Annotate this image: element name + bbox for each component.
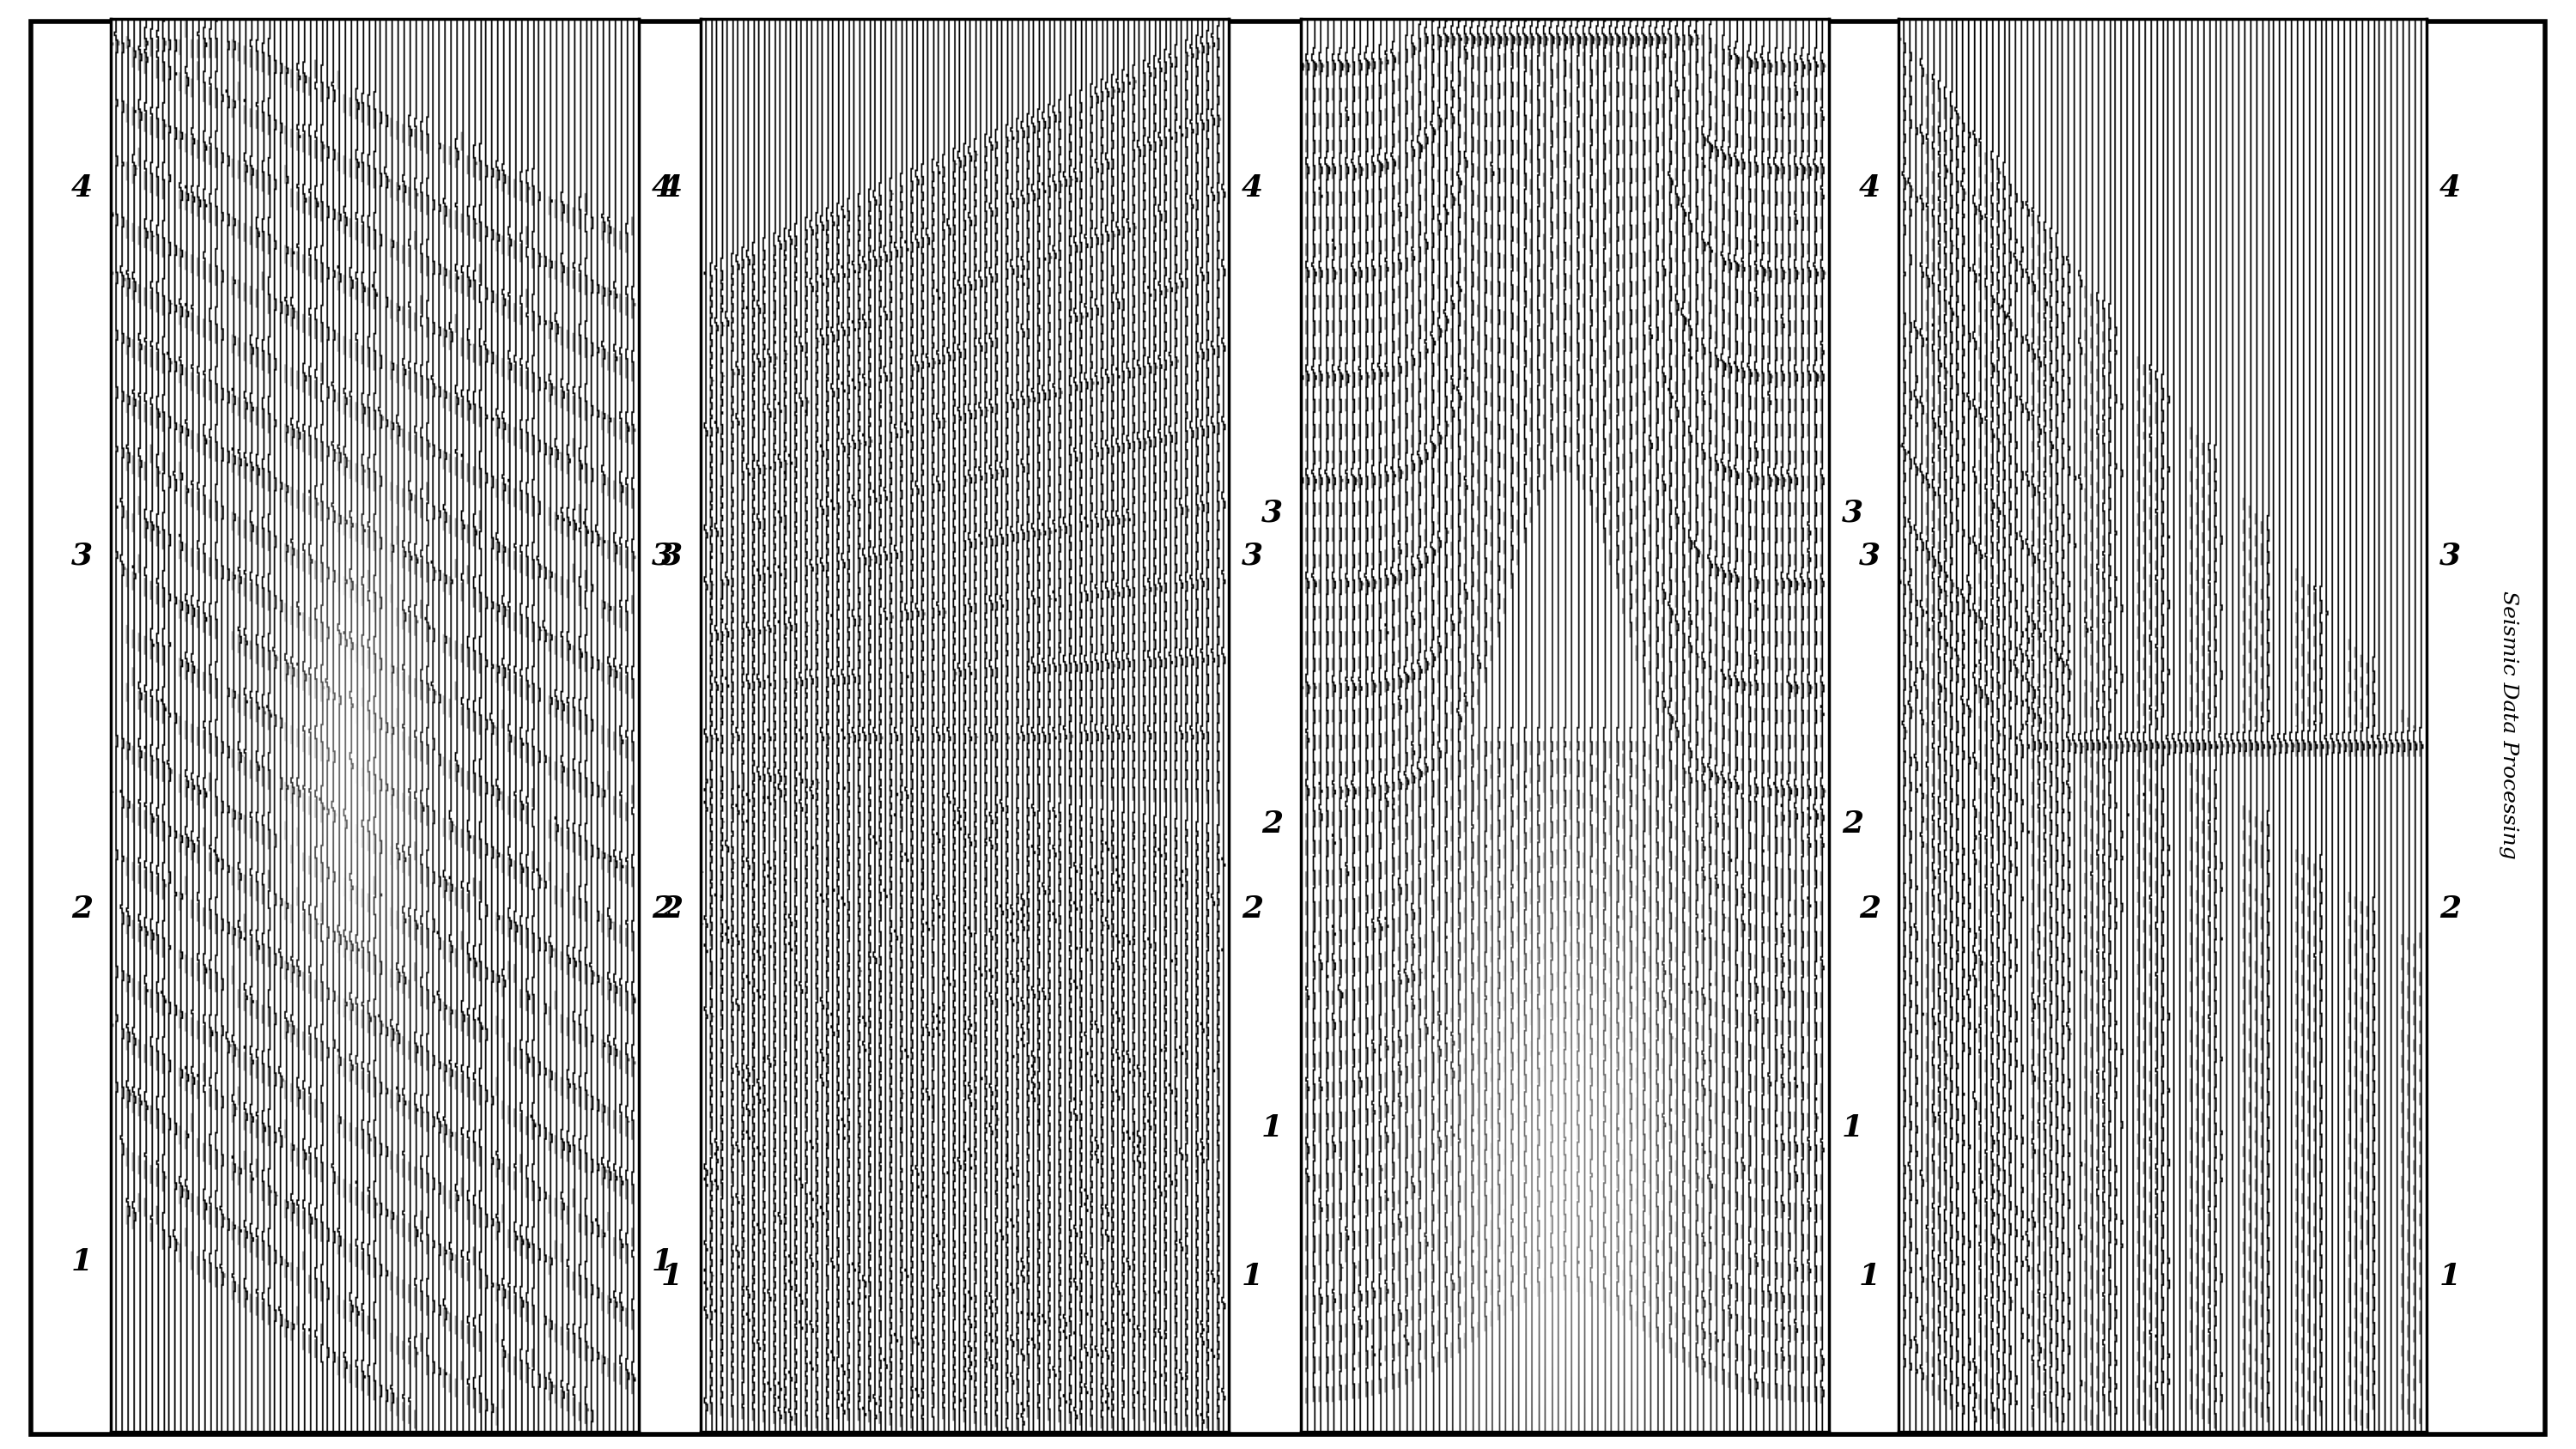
Text: 1: 1 — [1860, 1262, 1880, 1291]
Text: B: B — [1180, 761, 1203, 788]
Text: 3: 3 — [1860, 540, 1880, 571]
Text: F: F — [250, 748, 268, 774]
Text: D2: D2 — [1909, 70, 1950, 96]
Text: 3: 3 — [652, 540, 672, 571]
Text: C: C — [1553, 1382, 1577, 1410]
Text: 2: 2 — [662, 894, 683, 923]
Text: 2: 2 — [652, 894, 672, 923]
Text: C: C — [2269, 888, 2290, 916]
Text: A: A — [1182, 1382, 1203, 1410]
Text: 1: 1 — [1262, 1113, 1283, 1142]
Text: B: B — [585, 775, 608, 803]
Text: 3: 3 — [662, 540, 683, 571]
Text: 1: 1 — [1242, 1262, 1262, 1291]
Text: 3: 3 — [1242, 540, 1262, 571]
Text: 2: 2 — [2439, 894, 2460, 923]
Text: 4: 4 — [652, 174, 672, 203]
Text: 1: 1 — [72, 1248, 93, 1277]
Text: 3: 3 — [2439, 540, 2460, 571]
Text: 2: 2 — [72, 894, 93, 923]
Text: 3: 3 — [1262, 498, 1283, 527]
Text: 4: 4 — [1242, 174, 1262, 203]
Text: 2: 2 — [1860, 894, 1880, 923]
Text: D1: D1 — [2249, 522, 2287, 548]
Text: A: A — [2380, 1340, 2401, 1368]
Text: 2: 2 — [1242, 894, 1262, 923]
Text: 1: 1 — [662, 1262, 683, 1291]
FancyBboxPatch shape — [31, 22, 2545, 1435]
Text: 3: 3 — [72, 540, 93, 571]
Text: 1: 1 — [652, 1248, 672, 1277]
Text: B: B — [2378, 1227, 2401, 1255]
Text: 1: 1 — [1842, 1113, 1862, 1142]
Text: 1: 1 — [2439, 1262, 2460, 1291]
Text: 2: 2 — [1262, 810, 1283, 839]
Text: 4: 4 — [1860, 174, 1880, 203]
Text: 3: 3 — [1842, 498, 1862, 527]
Text: C: C — [587, 677, 608, 703]
Text: C: C — [796, 974, 817, 1000]
Text: 4: 4 — [72, 174, 93, 203]
Text: Seismic Data Processing: Seismic Data Processing — [2499, 590, 2519, 859]
Text: 4: 4 — [2439, 174, 2460, 203]
Text: 2: 2 — [1842, 810, 1862, 839]
Text: A: A — [587, 910, 608, 936]
Text: C: C — [216, 1200, 237, 1226]
Text: 4: 4 — [662, 174, 683, 203]
